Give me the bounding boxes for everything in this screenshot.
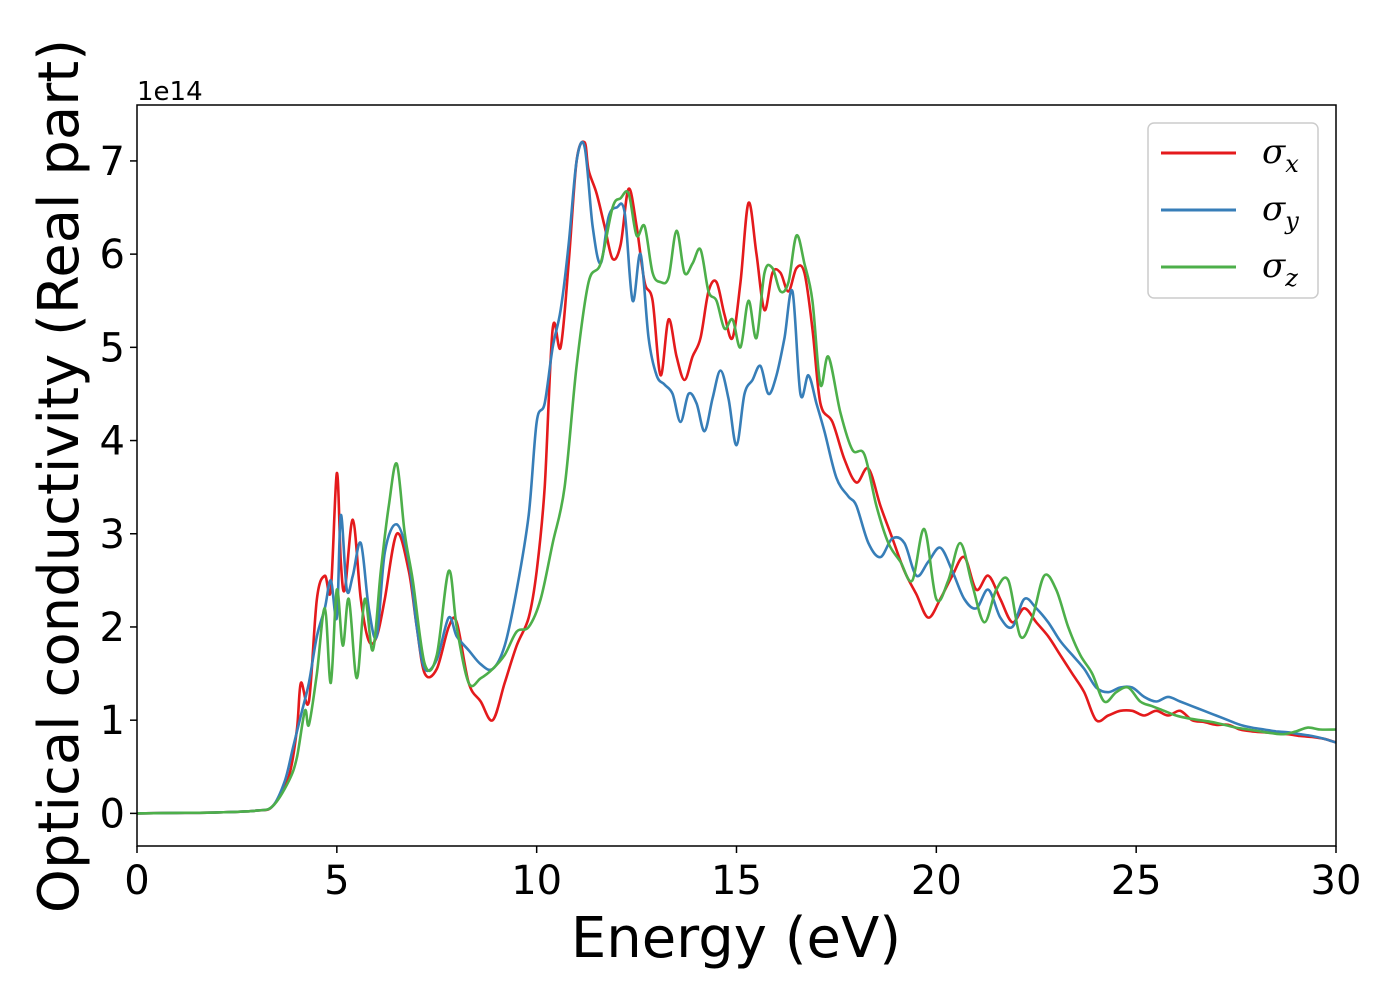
x-tick-label: 30	[1311, 858, 1362, 904]
x-axis-ticks: 0 5 10 15 20 25 30	[124, 846, 1361, 904]
y-tick-label: 6	[100, 232, 125, 278]
y-tick-label: 5	[100, 325, 125, 371]
y-offset-label: 1e14	[137, 77, 203, 107]
x-tick-label: 0	[124, 858, 149, 904]
y-tick-label: 0	[100, 791, 125, 837]
x-tick-label: 15	[711, 858, 762, 904]
y-tick-label: 2	[100, 605, 125, 651]
x-tick-label: 5	[324, 858, 349, 904]
series-line-z	[137, 189, 1336, 815]
y-axis-title: Optical conductivity (Real part)	[27, 39, 92, 913]
y-axis-ticks: 0 1 2 3 4 5 6 7	[100, 139, 137, 837]
legend-label-x: σx	[1262, 132, 1299, 178]
x-tick-label: 25	[1111, 858, 1162, 904]
legend-symbol: σ	[1262, 246, 1286, 286]
y-tick-label: 1	[100, 698, 125, 744]
series-layer	[137, 140, 1336, 815]
legend-subscript: y	[1284, 207, 1299, 235]
x-tick-label: 10	[511, 858, 562, 904]
legend-subscript: x	[1285, 150, 1299, 178]
legend-symbol: σ	[1262, 189, 1286, 229]
series-line-y	[137, 140, 1336, 815]
y-tick-label: 3	[100, 512, 125, 558]
legend-label-z: σz	[1262, 246, 1298, 292]
legend-subscript: z	[1284, 264, 1298, 292]
y-tick-label: 7	[100, 139, 125, 185]
x-tick-label: 20	[911, 858, 962, 904]
x-axis-title: Energy (eV)	[571, 906, 901, 971]
legend-label-y: σy	[1262, 189, 1299, 235]
y-tick-label: 4	[100, 419, 125, 465]
legend-symbol: σ	[1262, 132, 1286, 172]
